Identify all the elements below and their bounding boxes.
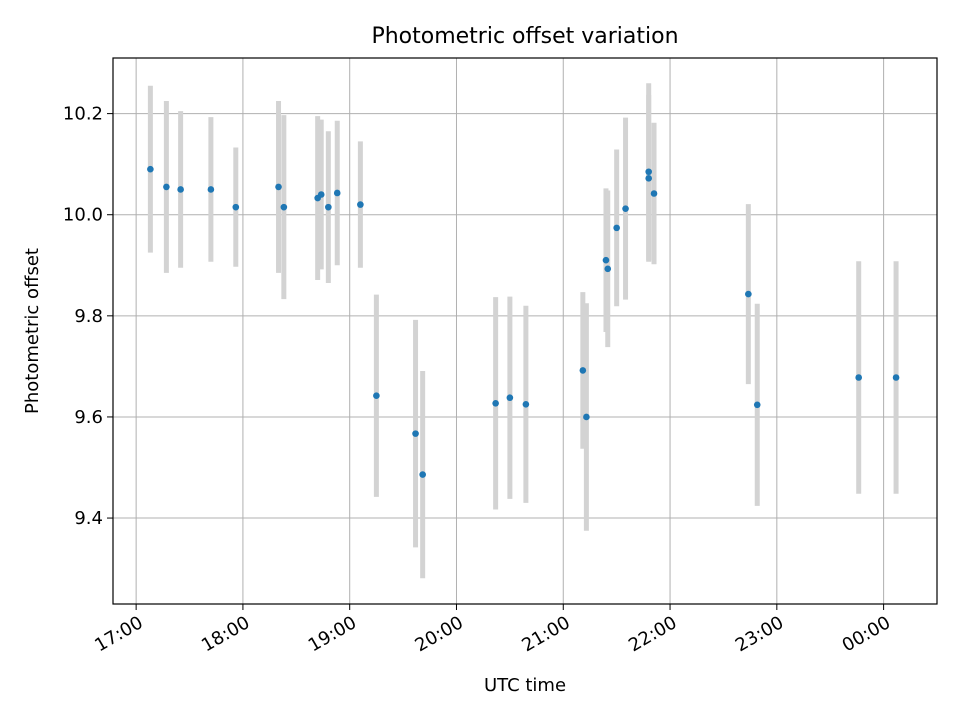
x-tick-label: 21:00 bbox=[518, 612, 573, 656]
x-tick-label: 23:00 bbox=[732, 612, 787, 656]
data-point bbox=[177, 186, 184, 193]
data-point bbox=[412, 430, 419, 437]
data-point bbox=[753, 401, 761, 409]
x-tick-label: 19:00 bbox=[305, 612, 360, 656]
y-tick-label: 9.4 bbox=[74, 508, 103, 529]
data-point bbox=[892, 374, 900, 381]
data-point bbox=[325, 203, 332, 211]
data-point bbox=[280, 203, 288, 211]
data-point bbox=[492, 399, 499, 407]
x-axis-label: UTC time bbox=[484, 675, 566, 696]
data-point bbox=[583, 413, 590, 421]
data-point bbox=[506, 394, 514, 402]
data-point bbox=[163, 183, 170, 191]
data-point bbox=[275, 183, 282, 191]
data-point bbox=[317, 191, 325, 198]
data-point bbox=[613, 224, 620, 232]
data-point bbox=[419, 471, 426, 478]
data-point bbox=[645, 175, 652, 182]
x-ticks: 17:00 18:00 19:00 20:00 21:00 22:00 23:00 00:00 bbox=[91, 604, 894, 656]
chart-title: Photometric offset variation bbox=[371, 24, 678, 49]
data-point bbox=[650, 190, 658, 197]
data-points bbox=[147, 165, 900, 478]
y-tick-label: 9.8 bbox=[74, 306, 103, 327]
x-tick-label: 20:00 bbox=[412, 612, 467, 656]
data-point bbox=[147, 165, 154, 173]
x-tick-label: 00:00 bbox=[839, 612, 894, 656]
x-tick-label: 18:00 bbox=[198, 612, 253, 656]
data-point bbox=[579, 367, 587, 374]
grid-lines bbox=[113, 58, 937, 604]
y-tick-label: 10.0 bbox=[63, 205, 103, 226]
y-tick-label: 10.2 bbox=[63, 104, 103, 125]
data-point bbox=[745, 290, 752, 298]
plot-frame bbox=[112, 57, 938, 605]
data-point bbox=[373, 392, 380, 400]
data-point bbox=[604, 265, 612, 273]
data-point bbox=[232, 203, 240, 211]
y-ticks: 9.4 9.6 9.8 10.0 10.2 bbox=[63, 104, 113, 529]
data-point bbox=[855, 374, 862, 381]
data-point bbox=[522, 401, 530, 408]
x-tick-label: 17:00 bbox=[91, 612, 146, 656]
data-point bbox=[357, 201, 364, 208]
y-tick-label: 9.6 bbox=[74, 407, 103, 428]
x-tick-label: 22:00 bbox=[625, 612, 680, 656]
data-point bbox=[333, 189, 341, 197]
data-point bbox=[207, 186, 215, 193]
data-point bbox=[602, 256, 610, 264]
error-bars bbox=[147, 83, 899, 579]
data-point bbox=[645, 168, 652, 176]
y-axis-label: Photometric offset bbox=[22, 248, 43, 414]
data-point bbox=[622, 205, 629, 212]
